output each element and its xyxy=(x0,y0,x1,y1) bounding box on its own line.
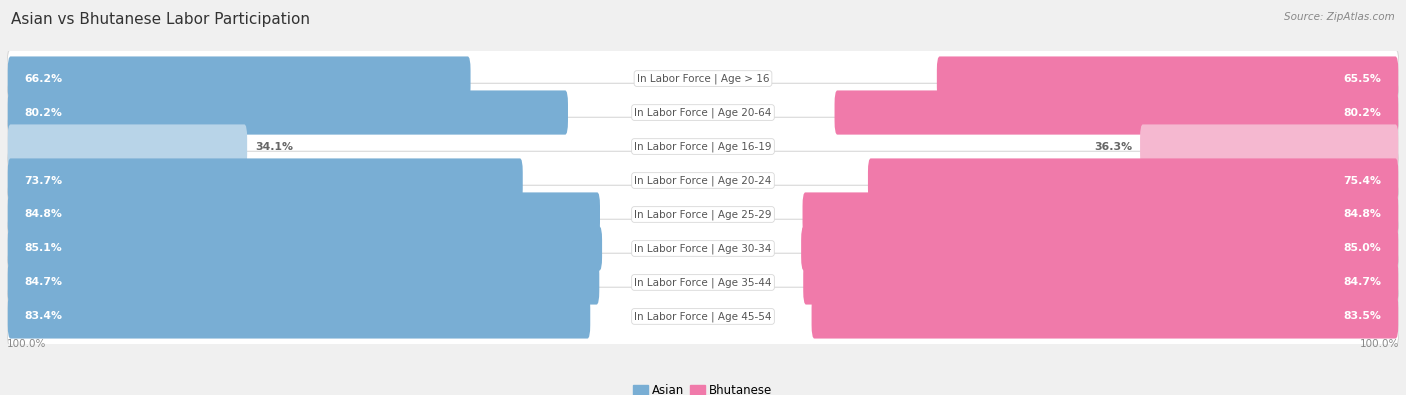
FancyBboxPatch shape xyxy=(7,294,591,339)
FancyBboxPatch shape xyxy=(803,192,1399,237)
FancyBboxPatch shape xyxy=(803,260,1399,305)
Text: Source: ZipAtlas.com: Source: ZipAtlas.com xyxy=(1284,12,1395,22)
FancyBboxPatch shape xyxy=(7,83,1399,142)
Text: 36.3%: 36.3% xyxy=(1094,141,1132,152)
Text: 80.2%: 80.2% xyxy=(1344,107,1382,118)
FancyBboxPatch shape xyxy=(7,185,1399,244)
Text: 83.5%: 83.5% xyxy=(1344,312,1382,322)
FancyBboxPatch shape xyxy=(7,260,599,305)
FancyBboxPatch shape xyxy=(1140,124,1399,169)
FancyBboxPatch shape xyxy=(7,287,1399,346)
Text: Asian vs Bhutanese Labor Participation: Asian vs Bhutanese Labor Participation xyxy=(11,12,311,27)
FancyBboxPatch shape xyxy=(811,294,1399,339)
Text: In Labor Force | Age 45-54: In Labor Force | Age 45-54 xyxy=(634,311,772,322)
Text: 34.1%: 34.1% xyxy=(254,141,292,152)
Text: In Labor Force | Age 20-64: In Labor Force | Age 20-64 xyxy=(634,107,772,118)
Text: 85.0%: 85.0% xyxy=(1344,243,1382,254)
Text: In Labor Force | Age 20-24: In Labor Force | Age 20-24 xyxy=(634,175,772,186)
Text: 100.0%: 100.0% xyxy=(7,339,46,349)
FancyBboxPatch shape xyxy=(801,226,1399,271)
Text: 84.8%: 84.8% xyxy=(24,209,62,220)
FancyBboxPatch shape xyxy=(7,158,523,203)
Text: In Labor Force | Age 16-19: In Labor Force | Age 16-19 xyxy=(634,141,772,152)
Text: 84.8%: 84.8% xyxy=(1344,209,1382,220)
FancyBboxPatch shape xyxy=(7,49,1399,108)
Text: 83.4%: 83.4% xyxy=(24,312,62,322)
Text: In Labor Force | Age 35-44: In Labor Force | Age 35-44 xyxy=(634,277,772,288)
FancyBboxPatch shape xyxy=(7,90,568,135)
Text: 84.7%: 84.7% xyxy=(1344,277,1382,288)
FancyBboxPatch shape xyxy=(7,192,600,237)
FancyBboxPatch shape xyxy=(868,158,1399,203)
Text: 100.0%: 100.0% xyxy=(1360,339,1399,349)
Text: 85.1%: 85.1% xyxy=(24,243,62,254)
FancyBboxPatch shape xyxy=(7,56,471,101)
Text: 80.2%: 80.2% xyxy=(24,107,62,118)
Text: 66.2%: 66.2% xyxy=(24,73,62,83)
Text: 75.4%: 75.4% xyxy=(1344,175,1382,186)
Text: 73.7%: 73.7% xyxy=(24,175,62,186)
FancyBboxPatch shape xyxy=(936,56,1399,101)
FancyBboxPatch shape xyxy=(835,90,1399,135)
FancyBboxPatch shape xyxy=(7,151,1399,210)
Legend: Asian, Bhutanese: Asian, Bhutanese xyxy=(628,380,778,395)
Text: In Labor Force | Age > 16: In Labor Force | Age > 16 xyxy=(637,73,769,84)
FancyBboxPatch shape xyxy=(7,117,1399,176)
Text: In Labor Force | Age 30-34: In Labor Force | Age 30-34 xyxy=(634,243,772,254)
Text: 65.5%: 65.5% xyxy=(1344,73,1382,83)
FancyBboxPatch shape xyxy=(7,124,247,169)
FancyBboxPatch shape xyxy=(7,253,1399,312)
Text: In Labor Force | Age 25-29: In Labor Force | Age 25-29 xyxy=(634,209,772,220)
FancyBboxPatch shape xyxy=(7,219,1399,278)
Text: 84.7%: 84.7% xyxy=(24,277,62,288)
FancyBboxPatch shape xyxy=(7,226,602,271)
